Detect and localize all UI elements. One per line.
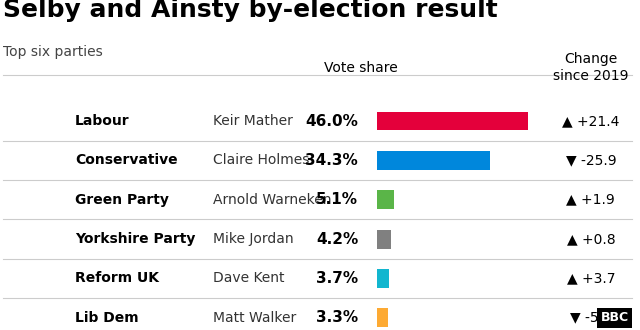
Text: ▲ +3.7: ▲ +3.7 <box>566 271 615 285</box>
Text: Dave Kent: Dave Kent <box>214 271 285 285</box>
Text: ▼ -25.9: ▼ -25.9 <box>566 153 616 167</box>
Text: Lib Dem: Lib Dem <box>75 311 139 325</box>
Text: Conservative: Conservative <box>75 153 178 167</box>
FancyBboxPatch shape <box>377 151 490 170</box>
FancyBboxPatch shape <box>377 308 388 327</box>
Text: BBC: BBC <box>600 311 628 324</box>
Text: Matt Walker: Matt Walker <box>214 311 297 325</box>
Text: Green Party: Green Party <box>75 193 169 207</box>
Text: 3.3%: 3.3% <box>316 310 358 325</box>
FancyBboxPatch shape <box>377 269 389 288</box>
Text: ▲ +1.9: ▲ +1.9 <box>566 193 615 207</box>
Text: Labour: Labour <box>75 114 130 128</box>
Text: 3.7%: 3.7% <box>316 271 358 286</box>
Text: Keir Mather: Keir Mather <box>214 114 293 128</box>
Text: ▲ +21.4: ▲ +21.4 <box>562 114 620 128</box>
Text: Mike Jordan: Mike Jordan <box>214 232 294 246</box>
Text: Claire Holmes: Claire Holmes <box>214 153 310 167</box>
Text: ▼ -5.3: ▼ -5.3 <box>570 311 612 325</box>
Text: Arnold Warneken: Arnold Warneken <box>214 193 332 207</box>
Text: Change
since 2019: Change since 2019 <box>553 52 628 83</box>
FancyBboxPatch shape <box>377 112 528 130</box>
Text: Reform UK: Reform UK <box>75 271 159 285</box>
Text: Top six parties: Top six parties <box>3 45 102 58</box>
FancyBboxPatch shape <box>377 230 391 248</box>
FancyBboxPatch shape <box>377 190 394 209</box>
Text: 4.2%: 4.2% <box>316 232 358 247</box>
Text: 5.1%: 5.1% <box>316 192 358 207</box>
Text: Selby and Ainsty by-election result: Selby and Ainsty by-election result <box>3 0 497 22</box>
Text: Vote share: Vote share <box>324 61 398 75</box>
Text: Yorkshire Party: Yorkshire Party <box>75 232 195 246</box>
Text: 34.3%: 34.3% <box>305 153 358 168</box>
Text: 46.0%: 46.0% <box>305 114 358 129</box>
Text: ▲ +0.8: ▲ +0.8 <box>566 232 615 246</box>
